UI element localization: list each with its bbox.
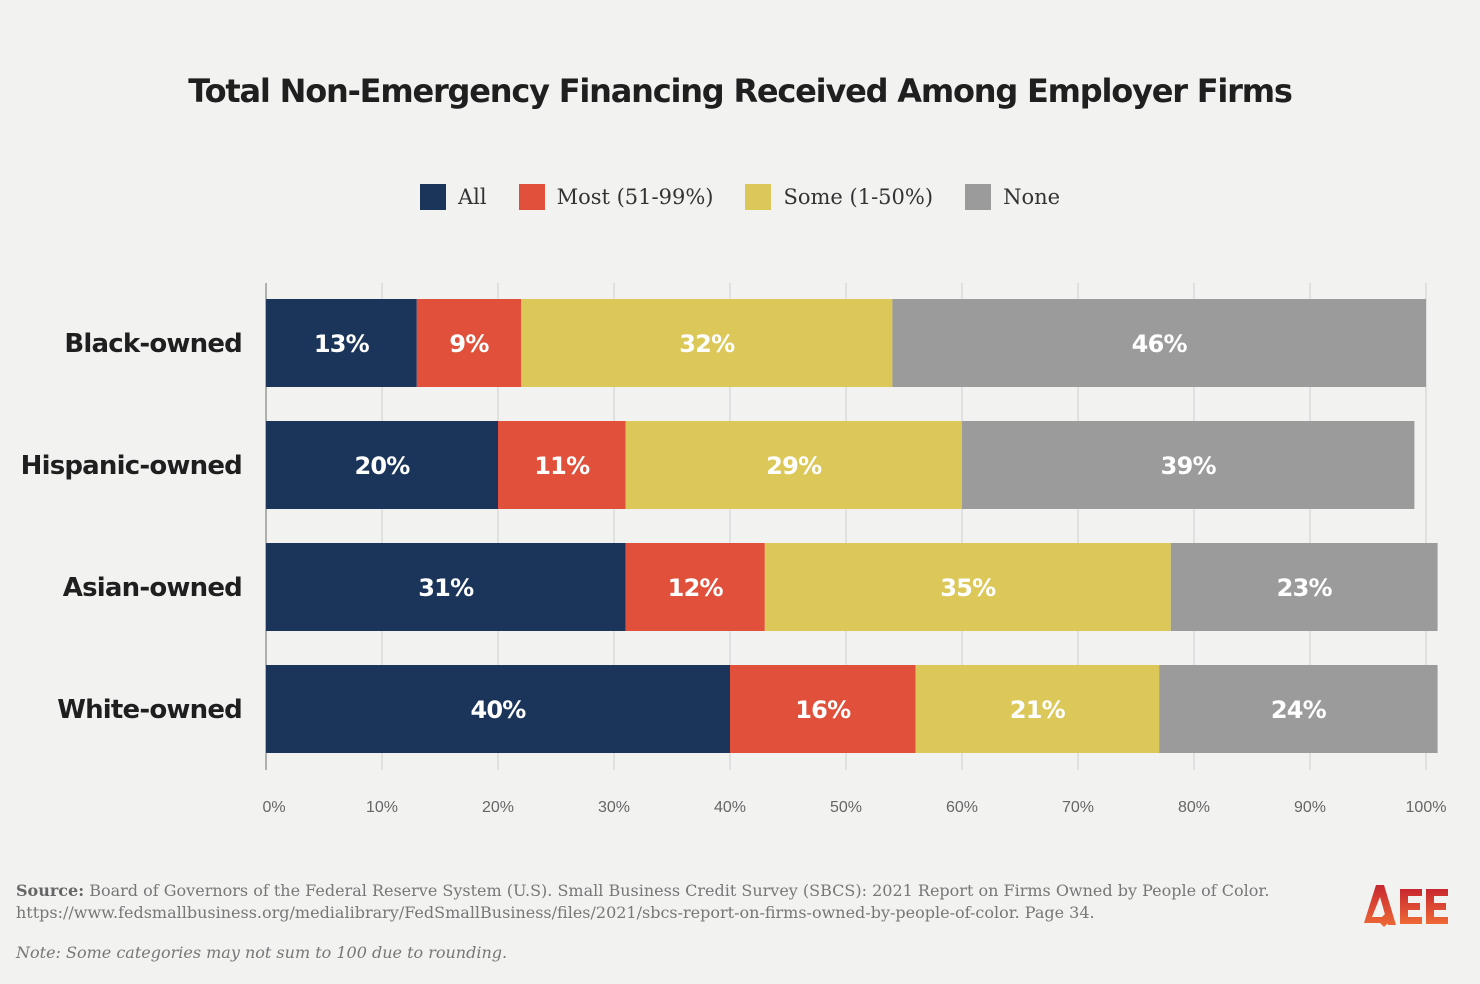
legend-swatch (518, 184, 545, 210)
data-label: 13% (314, 330, 370, 358)
legend-label: None (1003, 185, 1061, 209)
bar-segment (266, 299, 417, 387)
data-label: 31% (418, 574, 474, 602)
data-label: 29% (766, 452, 822, 480)
x-tick-label: 20% (482, 799, 514, 816)
data-label: 23% (1277, 574, 1333, 602)
data-label: 39% (1161, 452, 1217, 480)
data-label: 32% (679, 330, 735, 358)
source-label: Source: (16, 881, 85, 900)
data-label: 35% (940, 574, 996, 602)
x-tick-label: 90% (1294, 799, 1326, 816)
bar-segment (498, 421, 626, 509)
bar-segment (1170, 543, 1438, 631)
x-tick-label: 50% (830, 799, 862, 816)
data-label: 24% (1271, 696, 1327, 724)
bar-segment (892, 299, 1426, 387)
bar-segment (266, 543, 626, 631)
category-label: Black-owned (64, 329, 242, 359)
legend-item-some: Some (1-50%) (745, 184, 933, 210)
bar-segment (266, 421, 498, 509)
x-tick-label: 10% (366, 799, 398, 816)
bar-segment (730, 665, 916, 753)
source-text: Board of Governors of the Federal Reserv… (89, 881, 1270, 900)
x-tick-label: 70% (1062, 799, 1094, 816)
bar-segment (962, 421, 1415, 509)
x-tick-label: 0% (262, 799, 285, 816)
chart-title: Total Non-Emergency Financing Received A… (188, 72, 1293, 110)
legend-swatch (419, 184, 446, 210)
data-label: 16% (795, 696, 851, 724)
category-label: White-owned (57, 695, 242, 725)
legend-item-all: All (419, 184, 487, 210)
data-label: 11% (534, 452, 590, 480)
legend-swatch (745, 184, 772, 210)
category-label: Hispanic-owned (21, 451, 242, 481)
data-label: 46% (1132, 330, 1188, 358)
footnote: Note: Some categories may not sum to 100… (16, 943, 508, 962)
legend-item-none: None (965, 184, 1060, 210)
bar-segment (764, 543, 1171, 631)
bar-segment (416, 299, 522, 387)
source-url: https://www.fedsmallbusiness.org/mediali… (16, 903, 1095, 922)
data-label: 21% (1010, 696, 1066, 724)
bar-segment (915, 665, 1160, 753)
data-label: 40% (470, 696, 526, 724)
bar-segment (625, 421, 962, 509)
x-tick-label: 60% (946, 799, 978, 816)
x-tick-label: 100% (1406, 799, 1447, 816)
data-label: 9% (449, 330, 489, 358)
legend-swatch (965, 184, 992, 210)
bar-segment (1159, 665, 1438, 753)
x-tick-label: 40% (714, 799, 746, 816)
aee-logo (1364, 885, 1448, 927)
bar-segment (625, 543, 765, 631)
category-label: Asian-owned (63, 573, 242, 603)
legend-item-most: Most (51-99%) (518, 184, 714, 210)
legend-label: Most (51-99%) (556, 185, 714, 209)
source-citation: Source: Board of Governors of the Federa… (16, 880, 1269, 924)
x-tick-label: 30% (598, 799, 630, 816)
x-tick-label: 80% (1178, 799, 1210, 816)
data-label: 12% (668, 574, 724, 602)
legend-label: Some (1-50%) (783, 185, 934, 209)
bar-segment (266, 665, 730, 753)
legend: All Most (51-99%) Some (1-50%) None (0, 184, 1480, 210)
legend-label: All (457, 185, 487, 209)
data-label: 20% (354, 452, 410, 480)
bar-segment (521, 299, 893, 387)
